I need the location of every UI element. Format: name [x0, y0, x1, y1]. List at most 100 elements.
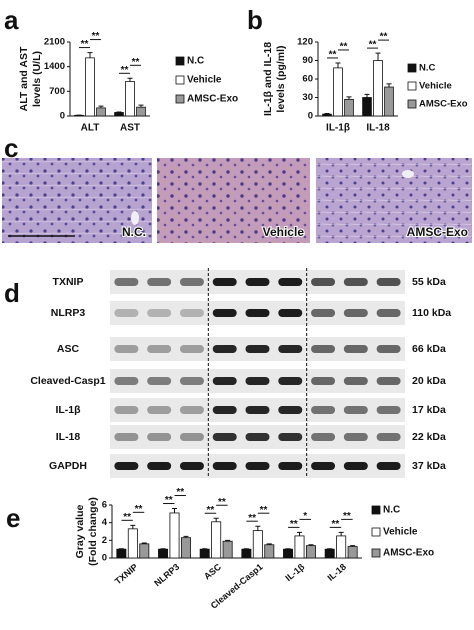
- panel-letter: c: [4, 133, 18, 163]
- blot-band: [147, 433, 172, 441]
- x-tick-label: AST: [120, 123, 140, 134]
- size-label: 37 kDa: [412, 460, 446, 472]
- y-axis-label: levels (U/L): [31, 51, 43, 107]
- blot-band: [343, 462, 368, 470]
- blot-band: [179, 377, 204, 385]
- blot-band: [278, 377, 303, 385]
- row-label: IL-18: [56, 431, 81, 443]
- blot-band: [179, 462, 204, 470]
- y-tick-label: 1400: [44, 61, 65, 72]
- blot-band: [311, 462, 336, 470]
- blot-band: [114, 406, 139, 414]
- bar: [336, 535, 347, 559]
- blot-band: [278, 309, 303, 317]
- error-bar: [324, 113, 330, 115]
- significance-label: **: [329, 50, 337, 61]
- bar: [294, 535, 305, 559]
- legend-swatch: [407, 63, 417, 73]
- blot-band: [114, 309, 139, 317]
- blot-band: [343, 377, 368, 385]
- blot-band: [376, 345, 401, 353]
- bar: [333, 67, 343, 117]
- size-label: 55 kDa: [412, 276, 446, 288]
- legend-label: N.C: [383, 505, 400, 516]
- y-axis-label: levels (pg/ml): [275, 45, 287, 112]
- image-label: AMSC-Exo: [407, 225, 468, 239]
- error-bar: [346, 96, 352, 100]
- y-tick-label: 90: [302, 55, 313, 66]
- significance-label: **: [135, 504, 143, 515]
- blot-band: [114, 377, 139, 385]
- size-label: 17 kDa: [412, 404, 446, 416]
- significance-label: **: [369, 40, 377, 51]
- blot-band: [114, 278, 139, 286]
- blot-band: [376, 462, 401, 470]
- blot-band: [278, 278, 303, 286]
- legend-label: AMSC-Exo: [383, 548, 434, 559]
- x-tick-label: NLRP3: [152, 562, 181, 589]
- error-bar: [130, 524, 136, 529]
- histology-image: [2, 158, 152, 243]
- blot-band: [311, 406, 336, 414]
- error-bar: [350, 545, 356, 547]
- y-tick-label: 700: [49, 86, 65, 97]
- bar: [344, 98, 354, 117]
- panel-letter: e: [6, 503, 20, 533]
- blot-band: [179, 309, 204, 317]
- blot-band: [114, 462, 139, 470]
- y-tick-label: 6: [102, 500, 107, 511]
- bar: [116, 548, 127, 559]
- blot-band: [376, 406, 401, 414]
- legend-label: Vehicle: [419, 81, 452, 92]
- legend-label: N.C: [419, 63, 436, 74]
- blot-band: [179, 433, 204, 441]
- error-bar: [213, 517, 219, 522]
- blot-band: [376, 278, 401, 286]
- y-axis-label: ALT and AST: [18, 46, 30, 111]
- legend-swatch: [371, 548, 381, 558]
- bar: [347, 546, 358, 559]
- x-tick-label: ASC: [202, 561, 223, 581]
- significance-label: **: [165, 495, 173, 506]
- blot-band: [179, 345, 204, 353]
- size-label: 20 kDa: [412, 375, 446, 387]
- y-tick-label: 0: [102, 553, 107, 564]
- vessel: [131, 211, 139, 225]
- significance-label: **: [207, 505, 215, 516]
- blot-band: [245, 377, 270, 385]
- error-bar: [116, 111, 122, 113]
- blot-band: [147, 345, 172, 353]
- legend-swatch: [407, 99, 417, 109]
- blot-band: [343, 278, 368, 286]
- error-bar: [386, 83, 392, 88]
- bar: [373, 60, 383, 117]
- x-tick-label: IL-1β: [283, 561, 306, 583]
- histology-image: [316, 158, 472, 243]
- significance-label: **: [343, 511, 351, 522]
- blot-band: [212, 377, 237, 385]
- significance-label: **: [132, 57, 140, 68]
- legend-swatch: [371, 527, 381, 537]
- blot-band: [245, 433, 270, 441]
- significance-label: **: [121, 65, 129, 76]
- blot-band: [114, 433, 139, 441]
- legend-label: AMSC-Exo: [419, 99, 468, 110]
- blot-band: [147, 462, 172, 470]
- legend-swatch: [407, 81, 417, 91]
- bar: [252, 530, 263, 559]
- blot-band: [311, 433, 336, 441]
- blot-band: [114, 345, 139, 353]
- blot-band: [278, 462, 303, 470]
- significance-label: **: [123, 512, 131, 523]
- blot-band: [212, 462, 237, 470]
- y-tick-label: 0: [308, 111, 313, 122]
- bar: [199, 548, 210, 559]
- blot-band: [212, 278, 237, 286]
- blot-band: [311, 278, 336, 286]
- blot-band: [376, 309, 401, 317]
- panel-letter: a: [4, 5, 19, 35]
- size-label: 110 kDa: [412, 307, 451, 319]
- error-bar: [335, 62, 341, 68]
- x-tick-label: TXNIP: [113, 562, 140, 587]
- bar: [283, 548, 294, 559]
